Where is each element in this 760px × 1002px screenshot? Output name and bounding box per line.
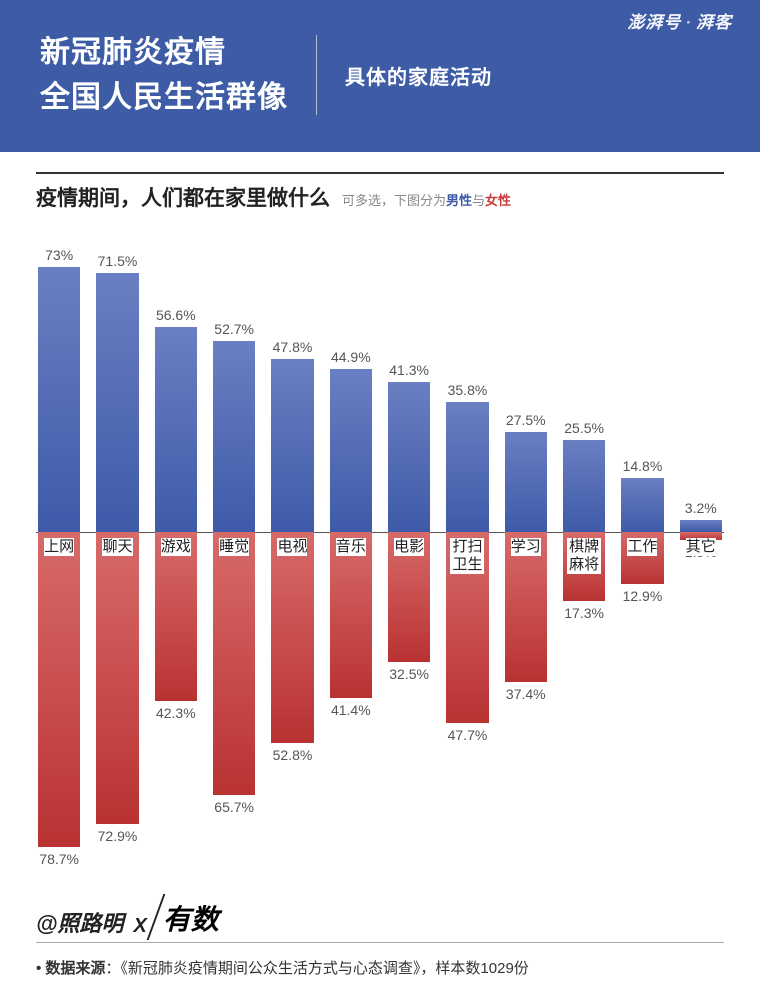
bar-column: 71.5%72.9%聊天	[94, 222, 140, 882]
male-bar: 73%	[38, 267, 80, 532]
bar-column: 41.3% 32.5% 电影	[386, 222, 432, 882]
female-value-label: 65.7%	[214, 799, 254, 815]
title-line-2: 全国人民生活群像	[40, 75, 288, 120]
male-value-label: 3.2%	[685, 500, 717, 516]
bar-column: 14.8% 12.9% 工作	[619, 222, 665, 882]
category-label: 打扫卫生	[450, 538, 484, 574]
female-value-label: 78.7%	[39, 851, 79, 867]
female-bar: 41.4%	[330, 532, 372, 698]
bar-column: 73%78.7%上网	[36, 222, 82, 882]
bar-column: 44.9%41.4%音乐	[328, 222, 374, 882]
female-value-label: 47.7%	[448, 727, 488, 743]
category-label: 其它	[686, 538, 716, 556]
male-bar: 44.9%	[330, 369, 372, 532]
credit-handle: @照路明	[36, 906, 123, 938]
male-bar: 25.5%	[563, 440, 605, 532]
header-banner: 澎湃号·湃客 新冠肺炎疫情 全国人民生活群像 具体的家庭活动	[0, 0, 760, 152]
legend-female: 女性	[485, 193, 511, 208]
bar-column: 35.8% 47.7% 打扫卫生	[444, 222, 490, 882]
male-bar: 71.5%	[96, 273, 138, 532]
male-value-label: 41.3%	[389, 362, 429, 378]
bar-column: 47.8%52.8%电视	[269, 222, 315, 882]
male-value-label: 56.6%	[156, 307, 196, 323]
legend-male: 男性	[446, 193, 472, 208]
category-label: 学习	[511, 538, 541, 556]
category-label: 棋牌麻将	[567, 538, 601, 574]
chart-legend: 可多选，下图分为男性与女性	[342, 190, 511, 209]
male-value-label: 47.8%	[273, 339, 313, 355]
female-value-label: 37.4%	[506, 686, 546, 702]
bar-column: 25.5% 17.3% 棋牌麻将	[561, 222, 607, 882]
source-label: • 数据来源	[36, 960, 105, 977]
male-value-label: 14.8%	[623, 458, 663, 474]
legend-join: 与	[472, 193, 485, 208]
category-label: 工作	[627, 538, 657, 556]
header-subtitle: 具体的家庭活动	[345, 61, 492, 90]
source-line: • 数据来源：《新冠肺炎疫情期间公众生活方式与心态调查》，样本数1029份	[0, 943, 760, 1002]
male-value-label: 44.9%	[331, 349, 371, 365]
female-bar: 65.7%	[213, 532, 255, 795]
male-value-label: 52.7%	[214, 321, 254, 337]
female-bar: 72.9%	[96, 532, 138, 824]
chart-question: 疫情期间，人们都在家里做什么	[36, 182, 330, 212]
category-label: 电视	[277, 538, 307, 556]
male-bar: 35.8%	[446, 402, 488, 532]
bar-column: 27.5% 37.4% 学习	[503, 222, 549, 882]
male-value-label: 35.8%	[448, 382, 488, 398]
bar-column: 56.6%42.3%游戏	[153, 222, 199, 882]
female-value-label: 12.9%	[623, 588, 663, 604]
legend-prefix: 可多选，下图分为	[342, 193, 446, 208]
female-bar: 78.7%	[38, 532, 80, 847]
brand-b: 湃客	[696, 13, 732, 32]
female-value-label: 52.8%	[273, 747, 313, 763]
diverging-bar-chart: 73%78.7%上网71.5%72.9%聊天56.6%42.3%游戏52.7%6…	[36, 222, 724, 882]
category-label: 音乐	[336, 538, 366, 556]
brand-badge: 澎湃号·湃客	[627, 8, 732, 33]
female-bar: 52.8%	[271, 532, 313, 743]
category-label: 聊天	[102, 538, 132, 556]
credit-row: @照路明 X 有数	[36, 892, 724, 943]
header-divider	[316, 35, 317, 115]
category-label: 电影	[394, 538, 424, 556]
question-row: 疫情期间，人们都在家里做什么 可多选，下图分为男性与女性	[36, 172, 724, 212]
female-value-label: 72.9%	[98, 828, 138, 844]
male-bar: 27.5%	[505, 432, 547, 532]
female-value-label: 42.3%	[156, 705, 196, 721]
source-text: ：《新冠肺炎疫情期间公众生活方式与心态调查》，样本数1029份	[105, 960, 528, 977]
female-value-label: 32.5%	[389, 666, 429, 682]
female-value-label: 41.4%	[331, 702, 371, 718]
male-value-label: 71.5%	[98, 253, 138, 269]
content-area: 疫情期间，人们都在家里做什么 可多选，下图分为男性与女性 73%78.7%上网7…	[0, 152, 760, 892]
header-title: 新冠肺炎疫情 全国人民生活群像	[40, 30, 288, 120]
male-value-label: 73%	[45, 247, 73, 263]
male-bar: 41.3%	[388, 382, 430, 532]
credit-x: X	[133, 915, 146, 938]
title-line-1: 新冠肺炎疫情	[40, 30, 288, 75]
bar-column: 3.2%1.9%其它	[678, 222, 724, 882]
brand-dot: ·	[685, 13, 692, 32]
male-bar: 47.8%	[271, 359, 313, 532]
bar-column: 52.7%65.7%睡觉	[211, 222, 257, 882]
male-bar: 56.6%	[155, 327, 197, 532]
male-value-label: 27.5%	[506, 412, 546, 428]
credit-logo: 有数	[157, 898, 219, 938]
female-bar: 42.3%	[155, 532, 197, 701]
bars-container: 73%78.7%上网71.5%72.9%聊天56.6%42.3%游戏52.7%6…	[36, 222, 724, 882]
category-label: 游戏	[161, 538, 191, 556]
male-value-label: 25.5%	[564, 420, 604, 436]
female-value-label: 17.3%	[564, 605, 604, 621]
male-bar: 14.8%	[621, 478, 663, 532]
category-label: 睡觉	[219, 538, 249, 556]
male-bar: 3.2%	[680, 520, 722, 532]
category-label: 上网	[44, 538, 74, 556]
brand-a: 澎湃号	[627, 13, 681, 32]
male-bar: 52.7%	[213, 341, 255, 532]
